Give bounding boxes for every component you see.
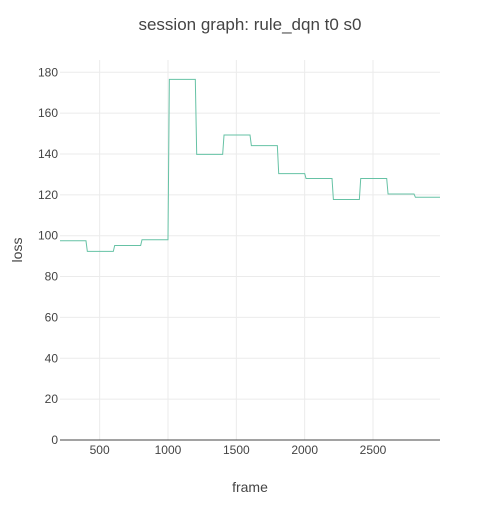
x-axis-title: frame (232, 479, 268, 495)
x-tick-label: 500 (90, 443, 110, 457)
x-tick-label: 1000 (155, 443, 182, 457)
grid (60, 60, 440, 440)
y-tick-label: 80 (45, 270, 59, 284)
x-tick-label: 1500 (223, 443, 250, 457)
y-tick-label: 60 (45, 310, 59, 324)
x-tick-label: 2500 (360, 443, 387, 457)
y-tick-label: 140 (38, 147, 58, 161)
y-tick-label: 160 (38, 106, 58, 120)
x-tick-label: 2000 (291, 443, 318, 457)
y-axis-title: loss (9, 238, 25, 263)
series-layer (60, 78, 440, 252)
chart-title: session graph: rule_dqn t0 s0 (138, 15, 361, 34)
axes: 500 1000 1500 2000 2500 0 20 40 60 80 100 120 140 160… (38, 65, 440, 457)
y-tick-label: 40 (45, 351, 59, 365)
y-tick-label: 0 (51, 433, 58, 447)
y-tick-label: 100 (38, 229, 58, 243)
y-tick-label: 180 (38, 65, 58, 79)
y-tick-label: 20 (45, 392, 59, 406)
series-line (60, 78, 440, 252)
y-tick-label: 120 (38, 188, 58, 202)
